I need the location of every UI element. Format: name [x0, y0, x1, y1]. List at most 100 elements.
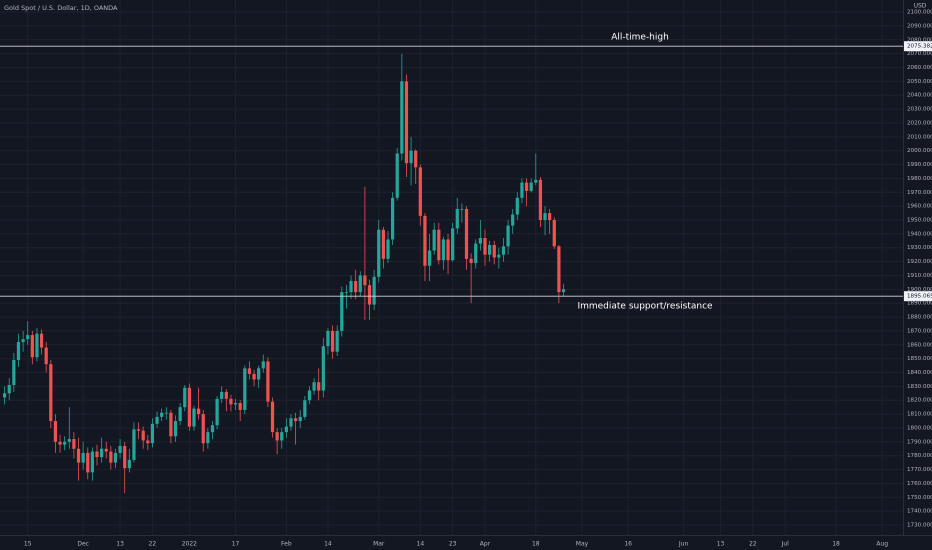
candle-body: [141, 430, 145, 441]
y-tick-label: 1940.000: [907, 231, 932, 237]
x-tick-label: Mar: [373, 541, 385, 548]
candle-body: [354, 281, 358, 293]
candle-body: [464, 208, 469, 259]
candle-body: [455, 208, 459, 229]
y-tick-label: 1800.000: [907, 425, 932, 431]
candle-body: [414, 150, 418, 168]
candle-body: [552, 220, 556, 247]
candle-body: [220, 391, 224, 399]
x-tick-label: 18: [832, 541, 840, 548]
x-tick-label: 14: [417, 541, 425, 548]
candle-body: [372, 276, 376, 305]
candle-body: [317, 382, 321, 391]
candle-body: [136, 429, 141, 431]
y-tick-label: 2080.000: [907, 37, 932, 43]
candle-body: [349, 281, 353, 293]
y-tick-label: 2090.000: [907, 23, 932, 29]
y-tick-label: 1770.000: [907, 467, 932, 473]
candle-body: [164, 412, 168, 414]
y-tick-label: 2010.000: [907, 134, 932, 140]
candle-body: [427, 250, 432, 266]
x-tick-label: 22: [149, 541, 157, 548]
candle-body: [210, 425, 215, 433]
candle-body: [53, 421, 58, 442]
x-tick-label: 17: [232, 541, 240, 548]
candle-body: [432, 229, 436, 251]
candle-body: [497, 254, 501, 258]
y-tick-label: 2070.000: [907, 51, 932, 57]
candle-body: [183, 387, 187, 408]
candle-body: [538, 179, 543, 221]
level-price-label: 2075.382: [907, 44, 932, 50]
y-tick-label: 1970.000: [907, 190, 932, 196]
candle-body: [381, 229, 385, 259]
candle-body: [238, 403, 242, 410]
candle-body: [275, 432, 279, 441]
y-tick-label: 1930.000: [907, 245, 932, 251]
candle-body: [561, 289, 566, 293]
y-tick-label: 2020.000: [907, 120, 932, 126]
candle-body: [67, 439, 71, 442]
candle-body: [261, 361, 265, 369]
x-tick-label: 14: [324, 541, 332, 548]
candle-body: [307, 390, 312, 401]
candle-body: [478, 238, 482, 244]
candle-body: [12, 360, 16, 385]
candle-body: [501, 246, 506, 255]
candle-body: [487, 244, 492, 255]
candle-body: [441, 239, 446, 261]
y-tick-label: 1890.000: [907, 301, 932, 307]
candle-body: [109, 451, 113, 463]
candle-body: [298, 416, 302, 422]
candle-body: [123, 445, 127, 469]
candle-body: [49, 364, 53, 422]
y-tick-label: 1950.000: [907, 218, 932, 224]
level-annotation: All-time-high: [611, 33, 669, 43]
candle-body: [400, 81, 404, 154]
candle-body: [293, 418, 298, 422]
y-tick-label: 1880.000: [907, 315, 932, 321]
candle-body: [215, 398, 219, 426]
candle-body: [7, 384, 11, 394]
candle-body: [173, 421, 178, 437]
candle-body: [35, 333, 39, 358]
x-tick-label: 13: [116, 541, 124, 548]
candle-body: [247, 368, 252, 374]
candle-body: [534, 179, 538, 183]
y-tick-label: 1960.000: [907, 204, 932, 210]
candle-body: [312, 382, 316, 391]
candle-body: [196, 408, 201, 415]
candle-body: [469, 258, 473, 263]
candle-body: [289, 418, 293, 427]
candle-body: [160, 412, 164, 417]
candle-body: [418, 167, 422, 216]
candle-body: [395, 153, 399, 198]
x-tick-label: May: [576, 541, 589, 548]
x-tick-label: 2022: [182, 541, 197, 548]
candle-body: [446, 239, 450, 261]
candle-body: [252, 373, 256, 380]
candle-body: [26, 335, 30, 340]
candles: [3, 53, 566, 494]
candle-body: [367, 285, 372, 305]
candle-body: [72, 439, 76, 449]
level-price-box: [904, 41, 932, 52]
candle-body: [39, 333, 44, 348]
x-tick-label: Aug: [876, 541, 888, 548]
candle-body: [201, 414, 205, 444]
candle-body: [515, 197, 519, 215]
y-tick-label: 1910.000: [907, 273, 932, 279]
candle-body: [335, 330, 339, 352]
candle-body: [192, 408, 196, 427]
x-tick-label: Jul: [781, 541, 790, 548]
y-tick-label: 2100.000: [907, 10, 932, 16]
candle-body: [206, 432, 210, 444]
candle-body: [460, 208, 464, 210]
y-tick-label: 1990.000: [907, 162, 932, 168]
candle-body: [437, 229, 441, 261]
y-tick-label: 1780.000: [907, 453, 932, 459]
candle-body: [257, 368, 261, 380]
y-tick-label: 1830.000: [907, 384, 932, 390]
